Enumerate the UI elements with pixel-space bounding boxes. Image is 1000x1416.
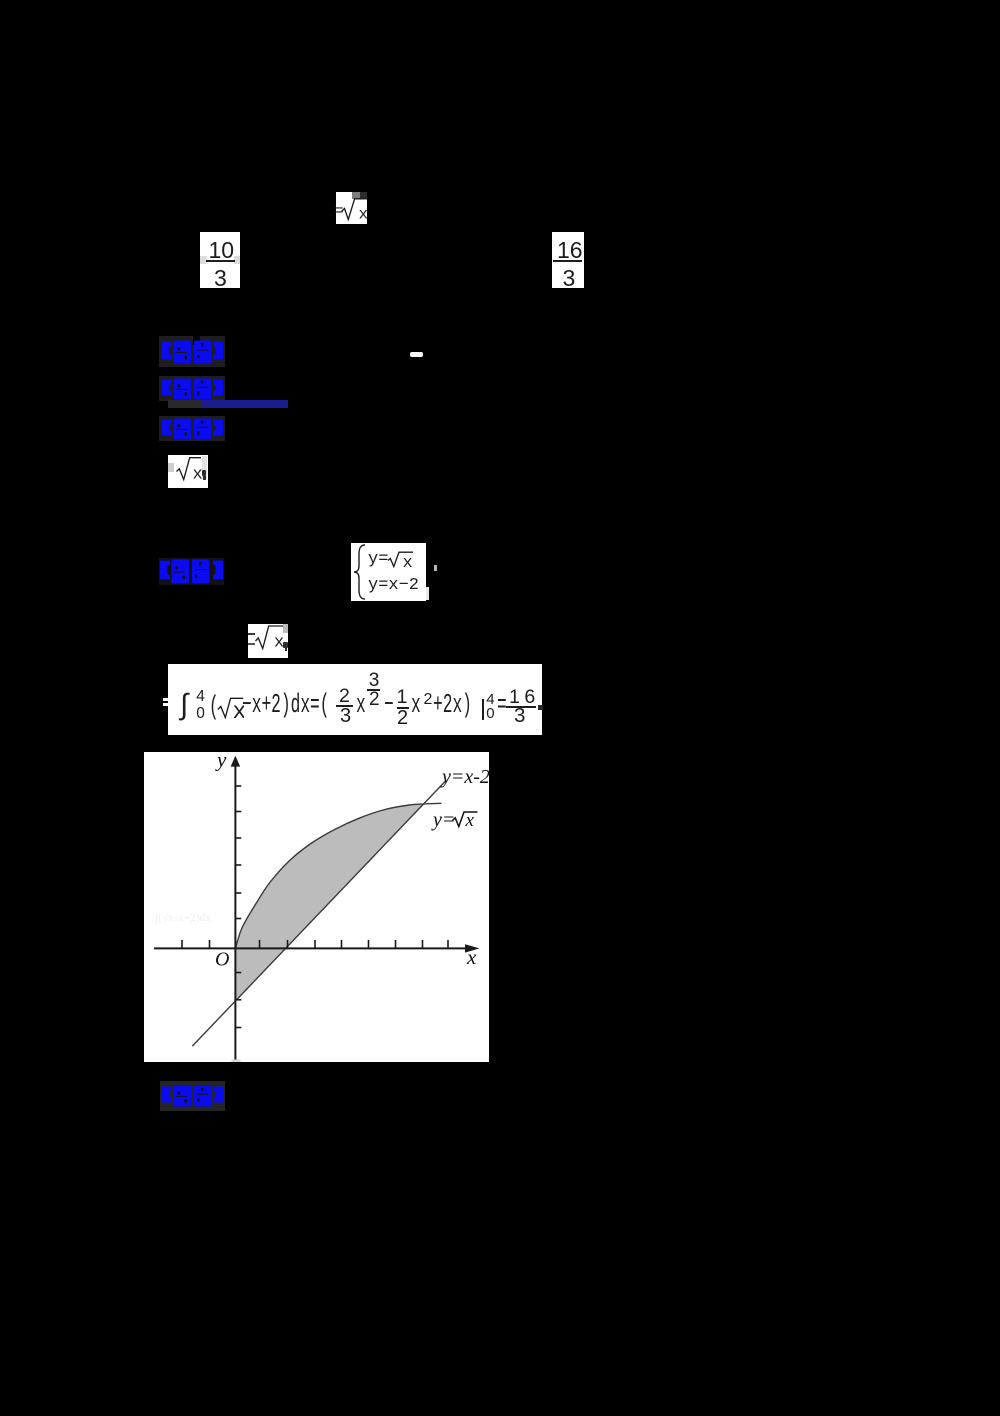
svg-text:y=x-2: y=x-2 (440, 766, 489, 788)
svg-text:x: x (466, 945, 477, 969)
svg-text:∫(√x-x+2)dx: ∫(√x-x+2)dx (154, 911, 211, 924)
svg-text:y=: y= (431, 809, 455, 831)
svg-text:x: x (193, 466, 203, 485)
svg-text:O: O (215, 949, 229, 971)
svg-text:x: x (359, 206, 369, 223)
svg-text:x: x (274, 634, 284, 653)
svg-text:x: x (233, 699, 245, 721)
svg-text:x: x (403, 554, 413, 571)
svg-text:y: y (215, 752, 227, 772)
svg-text:x: x (465, 810, 475, 831)
